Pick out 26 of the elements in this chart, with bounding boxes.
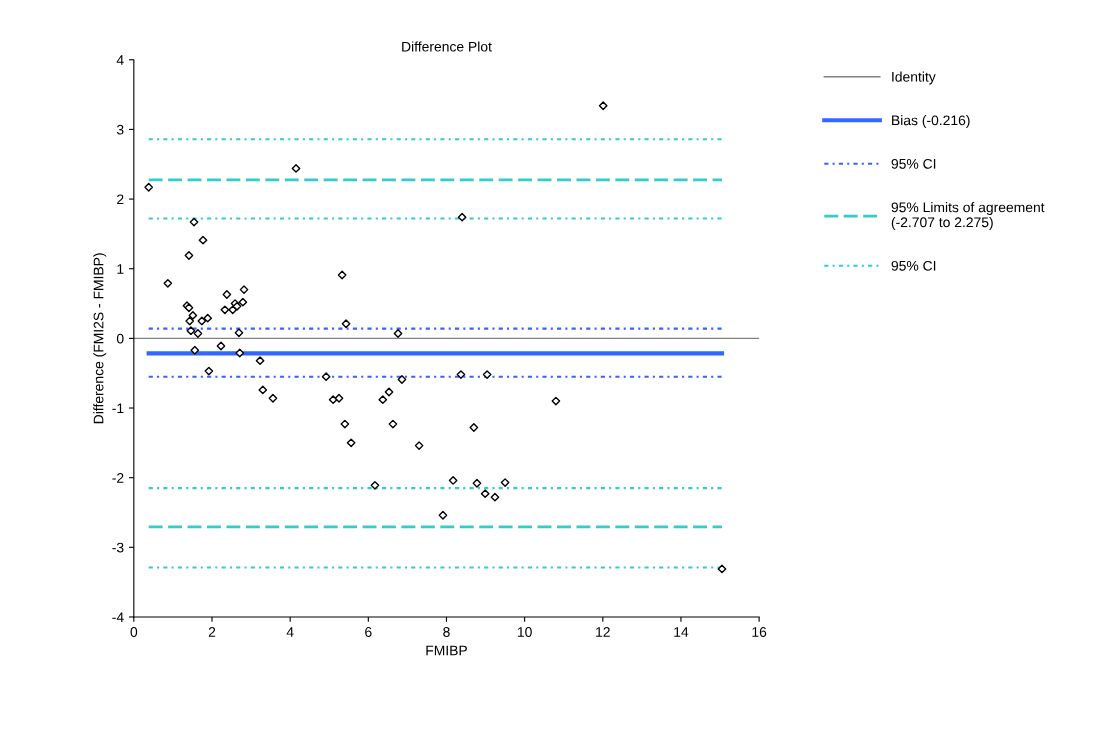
x-axis-title: FMIBP (426, 645, 467, 656)
legend-label: 95% Limits of agreement (-2.707 to 2.275) (891, 202, 1045, 230)
x-tick-label: 10 (517, 627, 532, 637)
legend-label: Identity (892, 71, 936, 85)
legend-label: 95% CI (891, 260, 936, 271)
x-tick-label: 6 (365, 627, 372, 637)
x-tick-label: 14 (674, 627, 689, 637)
y-tick-label: -4 (112, 612, 124, 622)
y-tick-label: 1 (117, 264, 124, 274)
y-tick-label: 3 (116, 124, 124, 135)
y-tick-label: -3 (112, 542, 124, 553)
y-axis-title: Difference (FMI2S - FMIBP) (93, 253, 107, 424)
y-tick-label: 0 (116, 333, 124, 344)
x-tick-label: 16 (752, 627, 767, 637)
x-tick-label: 4 (286, 627, 294, 637)
x-tick-label: 0 (130, 627, 138, 637)
y-tick-label: -1 (112, 403, 124, 414)
chart-title: Difference Plot (402, 41, 492, 52)
legend-label: 95% CI (891, 158, 936, 169)
x-tick-label: 12 (596, 627, 610, 637)
y-tick-label: 4 (116, 55, 124, 65)
x-tick-label: 8 (443, 627, 450, 637)
x-tick-label: 2 (208, 627, 216, 637)
y-tick-label: 2 (117, 194, 124, 205)
y-tick-label: -2 (112, 473, 124, 483)
legend-label: Bias (-0.216) (892, 115, 970, 128)
